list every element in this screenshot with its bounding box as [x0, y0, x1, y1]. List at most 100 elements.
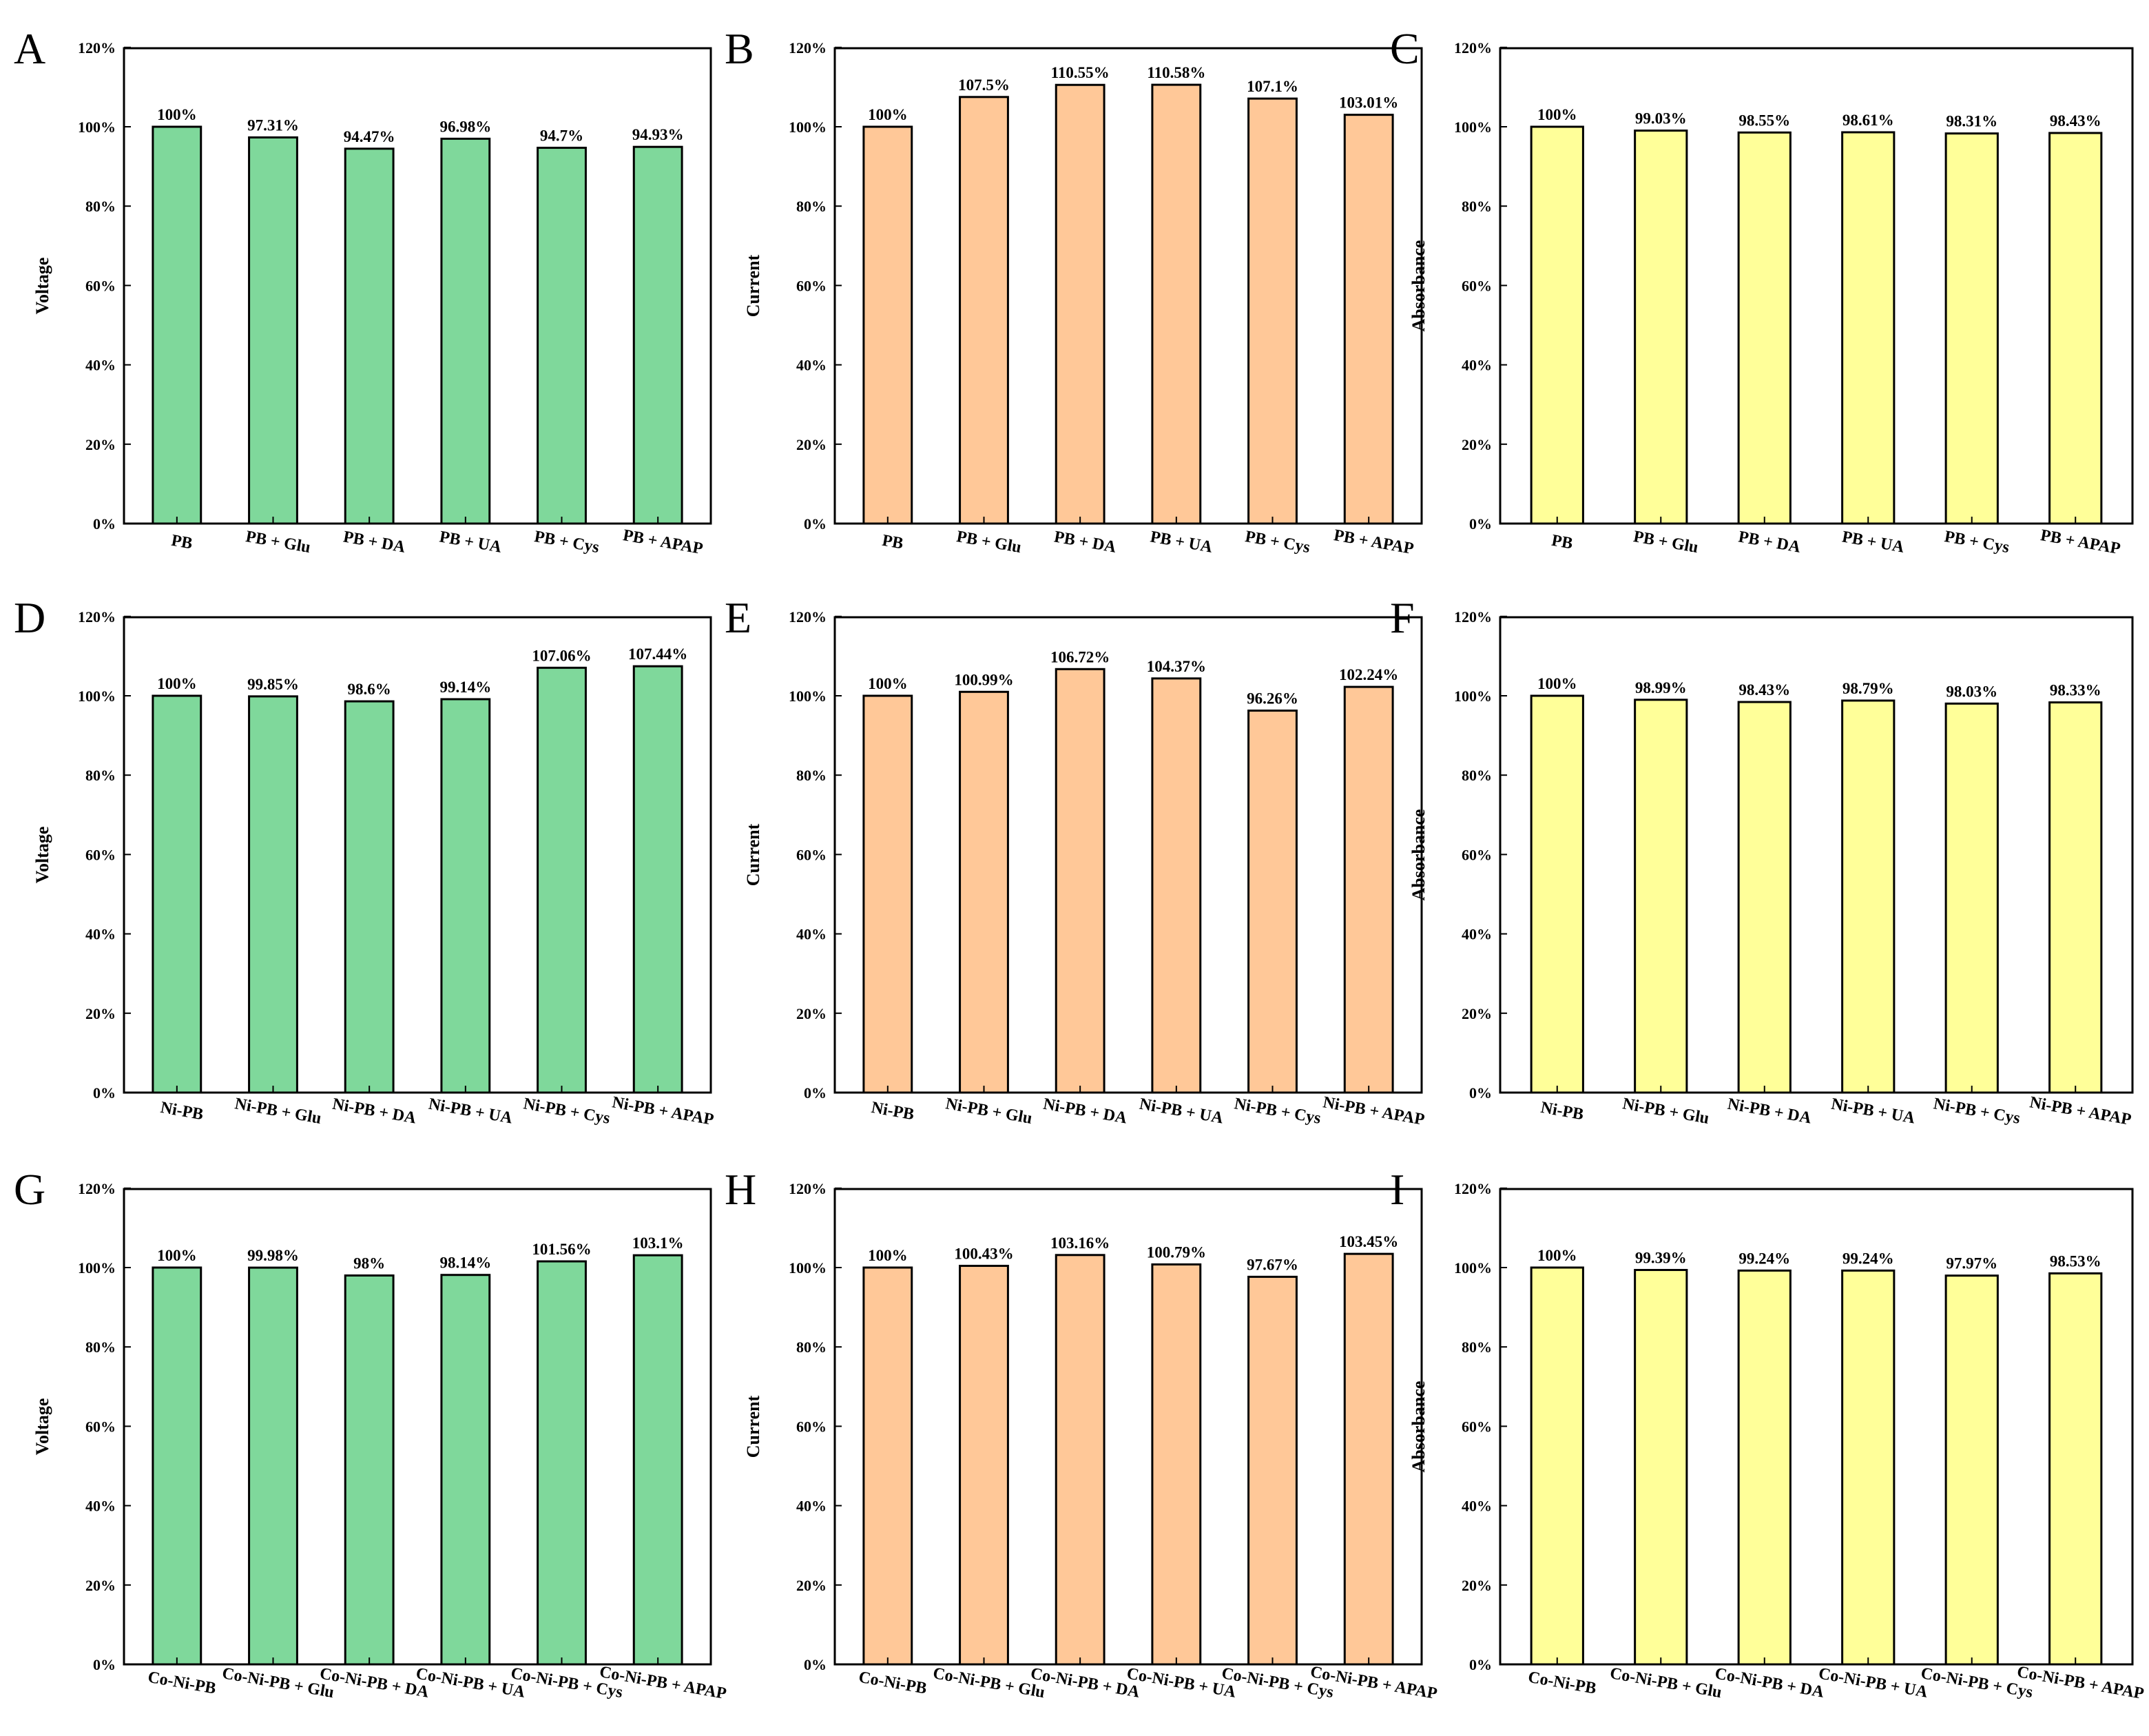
y-axis-title-b: Current: [743, 254, 763, 317]
y-tick-label: 40%: [1462, 926, 1492, 943]
bar-value-label: 107.44%: [628, 645, 687, 663]
chart-panel-e: E 0% 20% 40% 60% 80% 100% 120% Current 100% Ni-PB 1…: [725, 593, 1426, 1129]
bar-b-2: [959, 96, 1009, 525]
bar-i-1: [1530, 1266, 1584, 1666]
y-tick-label: 100%: [789, 118, 827, 136]
y-tick-label: 60%: [1462, 277, 1492, 294]
panel-letter-h: H: [725, 1165, 756, 1214]
y-axis-title-c: Absorbance: [1409, 240, 1429, 332]
bar-value-label: 98.43%: [2050, 112, 2101, 130]
bar-value-label: 99.98%: [247, 1247, 299, 1264]
bar-f-4: [1841, 699, 1896, 1094]
bar-value-label: 98.79%: [1842, 680, 1894, 697]
bar-value-label: 106.72%: [1050, 648, 1110, 665]
bar-c-6: [2048, 132, 2103, 525]
bar-c-3: [1737, 131, 1792, 525]
y-tick-label: 80%: [85, 1339, 116, 1356]
bar-value-label: 104.37%: [1147, 658, 1206, 675]
bar-d-2: [248, 695, 298, 1094]
y-tick-label: 0%: [804, 1656, 827, 1673]
bar-value-label: 100%: [1537, 1247, 1577, 1264]
bar-value-label: 100%: [868, 675, 908, 692]
bar-c-1: [1530, 125, 1584, 525]
plot-frame-c: [1499, 47, 2134, 525]
bar-value-label: 94.93%: [632, 126, 684, 143]
x-category-label: Ni-PB + APAP: [1322, 1093, 1426, 1129]
x-category-label: Co-Ni-PB: [1526, 1668, 1597, 1698]
bar-value-label: 98.99%: [1635, 679, 1687, 696]
bar-value-label: 100.43%: [954, 1246, 1013, 1263]
bar-value-label: 98.14%: [439, 1254, 491, 1272]
chart-panel-h: H 0% 20% 40% 60% 80% 100% 120% Current 100% Co-Ni-…: [725, 1165, 1439, 1703]
bar-value-label: 98%: [353, 1255, 385, 1272]
x-category-label: Ni-PB + Cys: [1233, 1095, 1322, 1128]
y-tick-label: 0%: [1469, 1084, 1492, 1102]
bar-value-label: 97.67%: [1247, 1256, 1298, 1273]
y-tick-label: 100%: [78, 1259, 116, 1277]
y-tick-label: 40%: [1462, 357, 1492, 374]
bar-h-1: [862, 1266, 913, 1666]
y-tick-label: 20%: [85, 436, 116, 453]
y-tick-label: 20%: [1462, 1577, 1492, 1594]
bar-value-label: 110.55%: [1051, 64, 1110, 81]
bar-value-label: 97.97%: [1946, 1255, 1997, 1272]
y-tick-label: 100%: [78, 688, 116, 705]
bar-d-1: [152, 694, 203, 1094]
x-category-label: PB + Cys: [1943, 528, 2011, 557]
x-category-label: Co-Ni-PB + UA: [1125, 1664, 1238, 1702]
x-category-label: PB + Cys: [1244, 528, 1311, 557]
y-tick-label: 20%: [85, 1005, 116, 1022]
bar-h-6: [1343, 1252, 1394, 1666]
x-category-label: PB: [170, 532, 194, 553]
y-tick-label: 40%: [1462, 1498, 1492, 1515]
x-category-label: Co-Ni-PB: [858, 1668, 928, 1698]
x-category-label: Co-Ni-PB + DA: [318, 1664, 430, 1702]
y-axis-title-g: Voltage: [32, 1398, 52, 1456]
panel-letter-c: C: [1390, 24, 1420, 73]
bar-g-5: [537, 1260, 587, 1666]
y-tick-label: 100%: [1454, 688, 1492, 705]
bar-value-label: 98.43%: [1738, 681, 1790, 699]
bar-e-1: [862, 694, 913, 1094]
y-tick-label: 120%: [1454, 39, 1492, 56]
bar-b-5: [1247, 97, 1298, 525]
bar-d-4: [440, 698, 491, 1094]
bar-value-label: 103.01%: [1339, 94, 1398, 112]
y-tick-label: 80%: [85, 767, 116, 784]
y-tick-label: 0%: [93, 1084, 116, 1102]
y-tick-label: 120%: [789, 608, 827, 626]
panel-letter-d: D: [14, 593, 45, 642]
bar-value-label: 100%: [157, 675, 197, 692]
y-tick-label: 60%: [85, 1418, 116, 1435]
panel-letter-a: A: [14, 24, 45, 73]
y-axis-title-a: Voltage: [32, 258, 52, 315]
bar-h-2: [959, 1265, 1009, 1666]
x-category-label: PB + APAP: [1332, 526, 1415, 558]
y-tick-label: 20%: [796, 1577, 827, 1594]
x-category-label: Ni-PB + Cys: [1932, 1095, 2022, 1128]
x-category-label: Co-Ni-PB + UA: [415, 1664, 527, 1702]
panel-letter-f: F: [1390, 593, 1415, 642]
y-axis-title-f: Absorbance: [1409, 809, 1429, 901]
bar-value-label: 102.24%: [1339, 666, 1398, 683]
x-category-label: Ni-PB + DA: [331, 1095, 418, 1128]
bar-a-3: [344, 147, 395, 525]
x-category-label: Co-Ni-PB + Glu: [221, 1664, 335, 1702]
x-category-label: Ni-PB + DA: [1726, 1095, 1813, 1128]
y-tick-label: 100%: [789, 688, 827, 705]
bar-value-label: 100%: [868, 106, 908, 123]
y-tick-label: 80%: [1462, 767, 1492, 784]
x-category-label: Co-Ni-PB + DA: [1714, 1664, 1826, 1702]
y-tick-label: 0%: [804, 515, 827, 533]
bar-a-1: [152, 125, 203, 525]
x-category-label: PB + UA: [438, 528, 503, 557]
y-tick-label: 60%: [85, 846, 116, 863]
y-tick-label: 60%: [796, 846, 827, 863]
x-category-label: Ni-PB + UA: [1830, 1095, 1917, 1128]
y-tick-label: 40%: [85, 357, 116, 374]
chart-panel-d: D 0% 20% 40% 60% 80% 100% 120% Voltage 100% Ni-PB 9…: [14, 593, 715, 1129]
y-tick-label: 0%: [1469, 1656, 1492, 1673]
bar-value-label: 103.16%: [1050, 1234, 1110, 1252]
plot-frame-i: [1499, 1188, 2134, 1666]
